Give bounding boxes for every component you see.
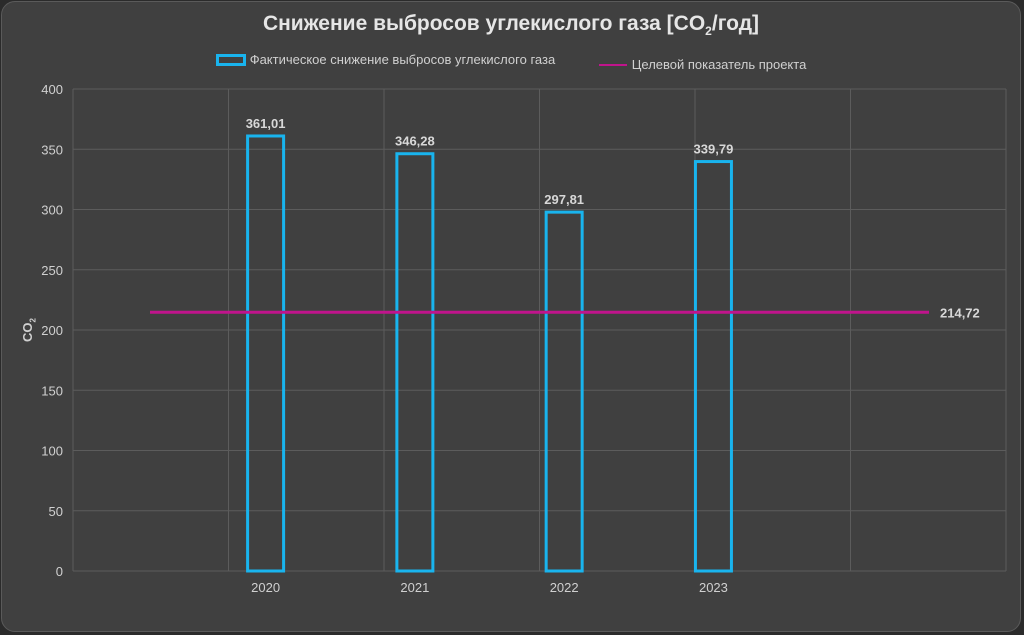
data-label-2020: 361,01: [246, 116, 286, 131]
bar-2020: [246, 134, 286, 573]
y-tick-label-6: 300: [41, 203, 63, 218]
legend-label-target: Целевой показатель проекта: [631, 57, 807, 72]
data-label-2022: 297,81: [544, 192, 584, 207]
bar-2023: [693, 160, 733, 573]
legend-item-actual: Фактическое снижение выбросов углекислог…: [215, 52, 556, 67]
y-tick-label-2: 100: [41, 444, 63, 459]
x-tick-label-2023: 2023: [699, 580, 728, 595]
y-tick-label-8: 400: [41, 82, 63, 97]
x-tick-label-2021: 2021: [400, 580, 429, 595]
y-tick-label-3: 150: [41, 383, 63, 398]
y-tick-label-4: 200: [41, 323, 63, 338]
x-tick-label-2020: 2020: [251, 580, 280, 595]
chart-title: Снижение выбросов углекислого газа [CO2/…: [262, 12, 760, 39]
legend-label-actual: Фактическое снижение выбросов углекислог…: [249, 52, 556, 67]
x-tick-label-2022: 2022: [550, 580, 579, 595]
y-tick-label-7: 350: [41, 142, 63, 157]
y-tick-label-0: 0: [56, 564, 63, 579]
legend-bar-swatch: [215, 53, 246, 66]
legend-line-swatch: [598, 63, 627, 66]
target-value-label: 214,72: [940, 305, 980, 320]
bar-2022: [544, 210, 584, 573]
bar-2021: [395, 152, 435, 573]
data-label-2023: 339,79: [694, 142, 734, 157]
legend-item-target: Целевой показатель проекта: [598, 57, 807, 72]
y-tick-label-1: 50: [49, 504, 63, 519]
data-label-2021: 346,28: [395, 134, 435, 149]
y-tick-label-5: 250: [41, 263, 63, 278]
chart-legend: Фактическое снижение выбросов углекислог…: [0, 52, 1022, 72]
